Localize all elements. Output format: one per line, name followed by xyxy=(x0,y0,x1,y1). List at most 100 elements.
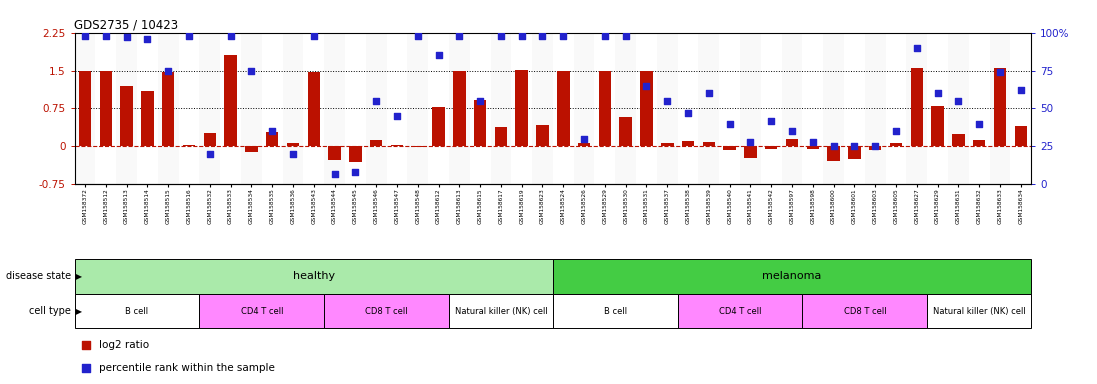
Bar xyxy=(885,33,906,184)
Bar xyxy=(200,33,220,184)
Point xyxy=(76,33,93,39)
Point xyxy=(451,33,468,39)
Bar xyxy=(137,33,158,184)
Bar xyxy=(927,294,1031,328)
Point xyxy=(825,143,842,149)
Text: B cell: B cell xyxy=(125,306,148,316)
Point xyxy=(326,170,343,177)
Bar xyxy=(344,33,365,184)
Point xyxy=(1013,87,1030,93)
Point xyxy=(263,128,281,134)
Bar xyxy=(952,134,964,146)
Bar xyxy=(449,294,553,328)
Point xyxy=(700,90,717,96)
Bar xyxy=(536,125,548,146)
Bar xyxy=(75,259,553,294)
Bar xyxy=(802,33,823,184)
Bar xyxy=(245,146,258,152)
Bar xyxy=(682,141,694,146)
Point xyxy=(284,151,302,157)
Bar xyxy=(931,106,943,146)
Point xyxy=(908,45,926,51)
Bar xyxy=(142,91,154,146)
Point xyxy=(929,90,947,96)
Bar xyxy=(969,33,989,184)
Bar xyxy=(761,33,782,184)
Point xyxy=(679,110,697,116)
Bar xyxy=(204,133,216,146)
Bar xyxy=(641,71,653,146)
Point xyxy=(658,98,676,104)
Text: ▶: ▶ xyxy=(73,272,82,281)
Bar xyxy=(1010,33,1031,184)
Bar xyxy=(220,33,241,184)
Point xyxy=(742,139,759,145)
Point xyxy=(617,33,634,39)
Text: log2 ratio: log2 ratio xyxy=(99,340,148,350)
Bar xyxy=(200,294,324,328)
Point xyxy=(575,136,592,142)
Point xyxy=(887,128,905,134)
Bar xyxy=(224,55,237,146)
Bar xyxy=(286,143,299,146)
Bar xyxy=(75,33,95,184)
Bar xyxy=(453,71,465,146)
Bar xyxy=(241,33,262,184)
Bar xyxy=(827,146,840,161)
Bar xyxy=(1015,126,1027,146)
Point xyxy=(971,121,988,127)
Bar xyxy=(490,33,511,184)
Text: percentile rank within the sample: percentile rank within the sample xyxy=(99,363,274,373)
Bar xyxy=(407,33,428,184)
Point xyxy=(201,151,218,157)
Bar xyxy=(79,71,91,146)
Point xyxy=(138,36,156,42)
Bar xyxy=(806,146,819,149)
Point xyxy=(534,33,552,39)
Text: GDS2735 / 10423: GDS2735 / 10423 xyxy=(73,18,178,31)
Bar xyxy=(661,143,674,146)
Bar xyxy=(324,294,449,328)
Point xyxy=(180,33,197,39)
Bar xyxy=(890,143,902,146)
Bar xyxy=(95,33,116,184)
Bar xyxy=(678,33,699,184)
Bar xyxy=(162,71,174,146)
Point xyxy=(409,33,427,39)
Bar xyxy=(283,33,304,184)
Bar xyxy=(848,146,861,159)
Bar xyxy=(116,33,137,184)
Bar xyxy=(948,33,969,184)
Bar xyxy=(989,33,1010,184)
Text: melanoma: melanoma xyxy=(762,271,822,281)
Text: CD4 T cell: CD4 T cell xyxy=(719,306,761,316)
Point xyxy=(804,139,822,145)
Bar xyxy=(495,127,507,146)
Text: CD4 T cell: CD4 T cell xyxy=(240,306,283,316)
Bar xyxy=(823,33,844,184)
Bar xyxy=(532,33,553,184)
Bar xyxy=(869,146,882,150)
Bar xyxy=(553,259,1031,294)
Bar xyxy=(100,71,112,146)
Bar xyxy=(574,33,595,184)
Bar xyxy=(511,33,532,184)
Bar xyxy=(470,33,490,184)
Text: cell type: cell type xyxy=(30,306,71,316)
Point xyxy=(493,33,510,39)
Point xyxy=(242,68,260,74)
Point xyxy=(950,98,968,104)
Text: disease state: disease state xyxy=(7,271,71,281)
Text: CD8 T cell: CD8 T cell xyxy=(365,306,408,316)
Bar xyxy=(328,146,341,160)
Bar xyxy=(411,146,423,147)
Point xyxy=(637,83,655,89)
Bar xyxy=(307,71,320,146)
Point xyxy=(97,33,114,39)
Point xyxy=(554,33,572,39)
Point xyxy=(117,34,135,40)
Bar xyxy=(553,33,574,184)
Bar xyxy=(744,146,757,158)
Bar xyxy=(765,146,778,149)
Bar xyxy=(911,68,923,146)
